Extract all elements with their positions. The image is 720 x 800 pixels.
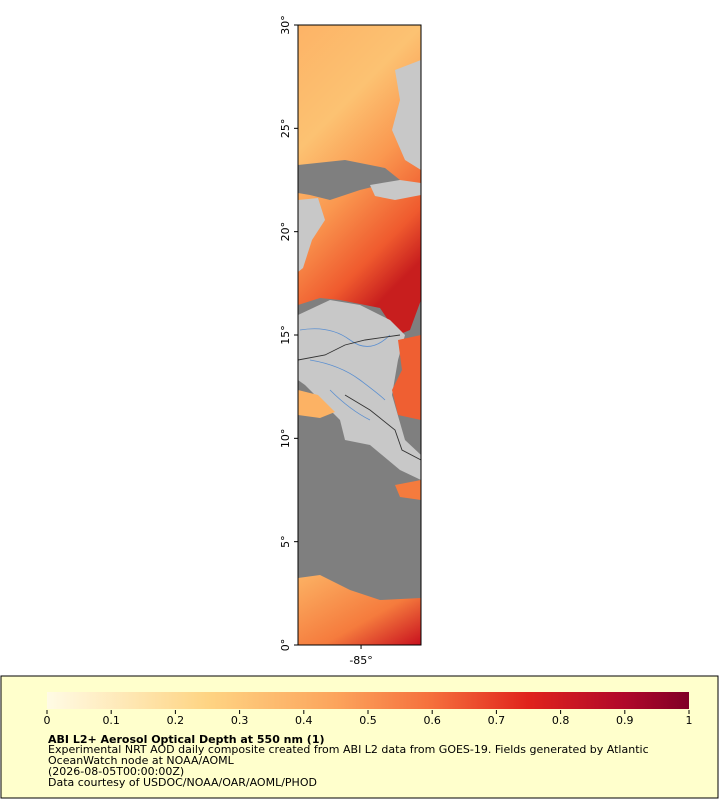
lat-tick-label: 10° [279,429,292,449]
colorbar-tick-label: 1 [686,714,693,727]
colorbar-ticks: 0 0.1 0.2 0.3 0.4 0.5 0.6 0.7 0.8 0.9 1 [44,710,693,727]
lat-tick-label: 5° [279,535,292,548]
colorbar [47,692,689,709]
colorbar-tick-label: 0.7 [488,714,506,727]
legend-line: Data courtesy of USDOC/NOAA/OAR/AOML/PHO… [48,776,317,789]
colorbar-tick-label: 0.5 [359,714,377,727]
colorbar-tick-label: 0.1 [102,714,120,727]
legend-line: OceanWatch node at NOAA/AOML [48,754,235,767]
colorbar-tick-label: 0.3 [231,714,249,727]
lat-tick-label: 15° [279,325,292,345]
lat-tick-label: 25° [279,119,292,139]
lat-tick-label: 20° [279,222,292,242]
lat-tick-label: 0° [279,639,292,652]
colorbar-tick-label: 0.8 [552,714,570,727]
legend-line: Experimental NRT AOD daily composite cre… [48,743,649,756]
legend-title: ABI L2+ Aerosol Optical Depth at 550 nm … [48,733,325,746]
legend-line: (2026-08-05T00:00:00Z) [48,765,184,778]
lat-tick-label: 30° [279,15,292,35]
lon-tick-label: -85° [349,654,372,667]
colorbar-tick-label: 0 [44,714,51,727]
colorbar-tick-label: 0.2 [167,714,185,727]
colorbar-tick-label: 0.9 [616,714,634,727]
map-field [298,25,421,645]
axes: 0° 5° 10° 15° 20° 25° 30° -85° [279,15,373,667]
colorbar-tick-label: 0.6 [423,714,441,727]
colorbar-tick-label: 0.4 [295,714,313,727]
